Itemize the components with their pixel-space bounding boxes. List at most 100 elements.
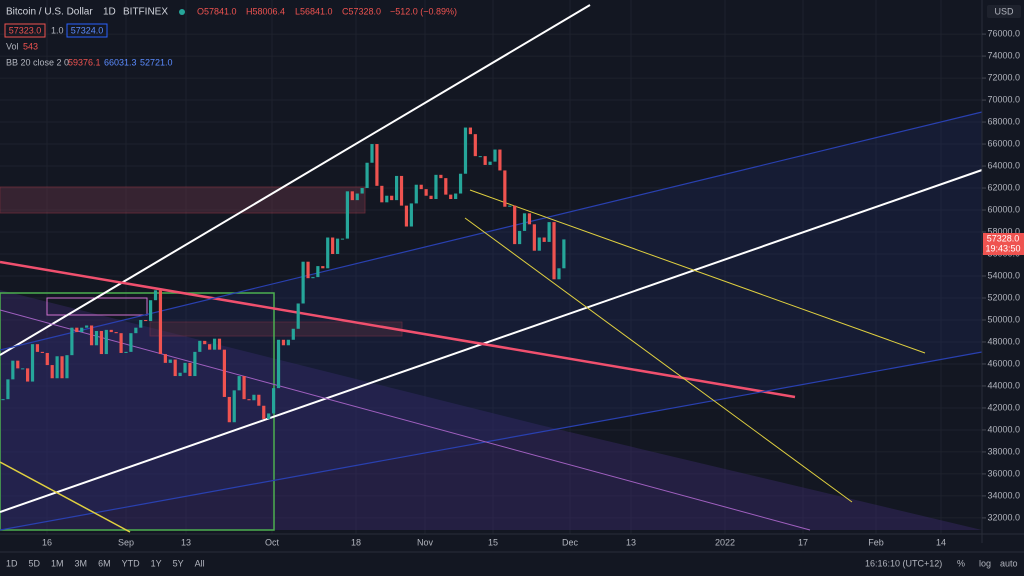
candle (444, 178, 448, 195)
y-tick-label: 64000.0 (987, 160, 1020, 170)
buy-button[interactable] (66, 23, 108, 38)
candle (331, 237, 335, 255)
range-button[interactable]: 6M (98, 558, 111, 568)
trendline (0, 169, 983, 513)
currency[interactable]: USD (994, 6, 1014, 16)
candle (385, 195, 389, 203)
candle (40, 351, 44, 353)
candle (429, 195, 433, 200)
y-tick-label: 44000.0 (987, 380, 1020, 390)
vol-label: Vol (6, 41, 19, 51)
candle (144, 319, 148, 322)
ohlc: H58006.4 (246, 6, 285, 16)
x-tick-label: Sep (118, 537, 134, 547)
y-tick-label: 70000.0 (987, 94, 1020, 104)
candle (340, 238, 345, 240)
countdown: 19:43:50 (985, 243, 1020, 253)
candle (355, 193, 359, 201)
y-tick-label: 52000.0 (987, 292, 1020, 302)
sell-button[interactable] (4, 23, 46, 38)
candle (301, 261, 305, 304)
range-button[interactable]: 5D (29, 558, 41, 568)
range-button[interactable]: 1M (51, 558, 64, 568)
candle (281, 339, 286, 346)
candle (85, 325, 89, 328)
candle (153, 290, 158, 301)
candle (119, 333, 123, 353)
x-tick-label: Nov (417, 537, 434, 547)
candle (65, 355, 69, 379)
range-button[interactable]: All (195, 558, 205, 568)
bottom-toolbar: 1D 5D 1M 3M 6M YTD 1Y 5Y All 16:16:10 (UTC+12)% lo… (6, 558, 1018, 568)
last-price-badge (983, 233, 1024, 255)
candle (458, 173, 463, 194)
y-tick-label: 72000.0 (987, 72, 1020, 82)
candle (321, 266, 325, 269)
last-price: 57328.0 (987, 233, 1020, 243)
candle (311, 277, 315, 279)
y-tick-label: 58000.0 (987, 226, 1020, 236)
candle (60, 356, 64, 379)
range-button[interactable]: YTD (122, 558, 141, 568)
resistance-zone (0, 186, 366, 214)
clock: 16:16:10 (UTC+12) (865, 558, 942, 568)
change: −512.0 (−0.89%) (390, 6, 457, 16)
time-scale: 16 Sep 13 Oct 18 Nov 15 Dec 13 2022 17 Feb 14 (42, 537, 946, 547)
candle (173, 359, 177, 377)
candles (1, 127, 566, 423)
vol-value: 543 (23, 41, 38, 51)
candle (493, 149, 497, 162)
candle (242, 376, 246, 400)
candle (463, 127, 468, 174)
candle (370, 144, 374, 163)
scale-option[interactable]: % (957, 558, 965, 568)
candle (542, 237, 546, 242)
candle (50, 365, 54, 379)
candle (11, 360, 15, 380)
candle (247, 399, 251, 401)
candle (414, 184, 418, 204)
candle (30, 344, 35, 382)
candle (478, 156, 482, 158)
range-button[interactable]: 5Y (173, 558, 184, 568)
x-tick-label: Feb (868, 537, 884, 547)
y-tick-label: 60000.0 (987, 204, 1020, 214)
buy-price[interactable]: 57324.0 (71, 25, 104, 35)
x-tick-label: 15 (488, 537, 498, 547)
spread: 1.0 (51, 25, 64, 35)
y-tick-label: 32000.0 (987, 512, 1020, 522)
candle (262, 405, 266, 419)
candle (404, 205, 409, 227)
range-button[interactable]: 3M (75, 558, 88, 568)
candle (21, 368, 25, 370)
y-tick-label: 54000.0 (987, 270, 1020, 280)
candle (483, 156, 487, 165)
candle (390, 195, 394, 201)
candle (26, 368, 30, 382)
x-tick-label: 14 (936, 537, 946, 547)
candle (1, 399, 5, 401)
candle (267, 413, 271, 419)
y-tick-label: 66000.0 (987, 138, 1020, 148)
y-tick-label: 34000.0 (987, 490, 1020, 500)
scale-option[interactable]: auto (1000, 558, 1018, 568)
currency-button[interactable] (987, 5, 1021, 18)
scale-option[interactable]: log (979, 558, 991, 568)
candle (537, 237, 541, 251)
range-button[interactable]: 1Y (151, 558, 162, 568)
sell-price[interactable]: 57323.0 (9, 25, 42, 35)
status-dot (179, 9, 185, 15)
x-tick-label: 18 (351, 537, 361, 547)
candle (316, 266, 320, 278)
candle (124, 351, 128, 353)
candle (158, 290, 163, 355)
trendline (464, 217, 853, 503)
candle (468, 127, 472, 135)
range-button[interactable]: 1D (6, 558, 18, 568)
candle (522, 213, 527, 231)
trendline (0, 351, 983, 531)
candle (193, 351, 197, 377)
candle (16, 360, 20, 369)
exchange: BITFINEX (123, 7, 168, 18)
